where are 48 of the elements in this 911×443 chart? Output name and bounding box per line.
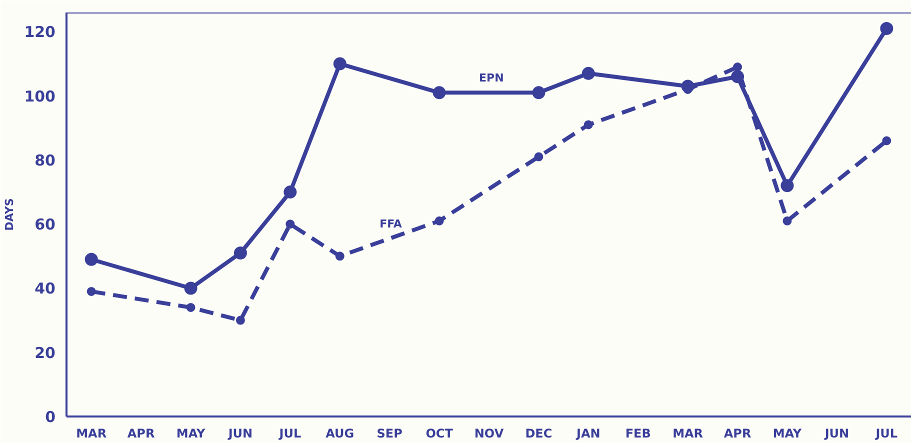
x-tick-label: MAR [76,426,107,440]
point [532,86,546,100]
point [733,62,742,72]
point [86,286,96,296]
x-tick-label: DEC [525,426,552,440]
y-tick-label: 20 [34,344,56,362]
y-tick-label: 80 [34,151,56,170]
point [584,120,593,130]
x-tick-label: OCT [426,426,454,440]
x-tick-label: APR [127,426,155,440]
x-tick-label: MAY [772,426,802,440]
x-tick-label: JAN [576,426,600,440]
x-tick-label: SEP [376,426,403,440]
point [582,66,595,80]
point [432,86,446,100]
point [434,216,444,226]
point [333,57,346,70]
y-axis-title: DAYS [3,198,16,231]
point [186,302,196,312]
x-tick-label: APR [724,426,752,440]
y-tick-label: 0 [45,408,56,426]
x-tick-label: NOV [474,426,504,440]
y-tick-label: 40 [34,280,56,298]
point [84,252,98,266]
point [286,220,295,229]
x-tick-label: FEB [625,426,651,440]
y-tick-label: 60 [34,216,56,234]
series-label: FFA [380,218,402,231]
x-tick-label: MAY [176,426,206,440]
point [236,316,245,325]
y-tick-label: 120 [24,23,56,42]
series-label: EPN [479,72,504,85]
point [882,136,892,146]
point [284,186,297,199]
x-tick-label: MAR [672,426,704,440]
point [782,216,792,226]
x-tick-label: AUG [326,426,354,440]
point [184,282,198,295]
x-tick-label: JUN [227,426,253,440]
point [880,22,894,36]
point [335,252,344,261]
point [234,246,247,260]
point [780,179,794,192]
x-tick-label: JUL [278,426,302,440]
y-tick-label: 100 [24,87,56,106]
x-tick-label: JUN [824,426,850,440]
x-tick-label: JUL [874,426,898,440]
point [534,152,544,162]
